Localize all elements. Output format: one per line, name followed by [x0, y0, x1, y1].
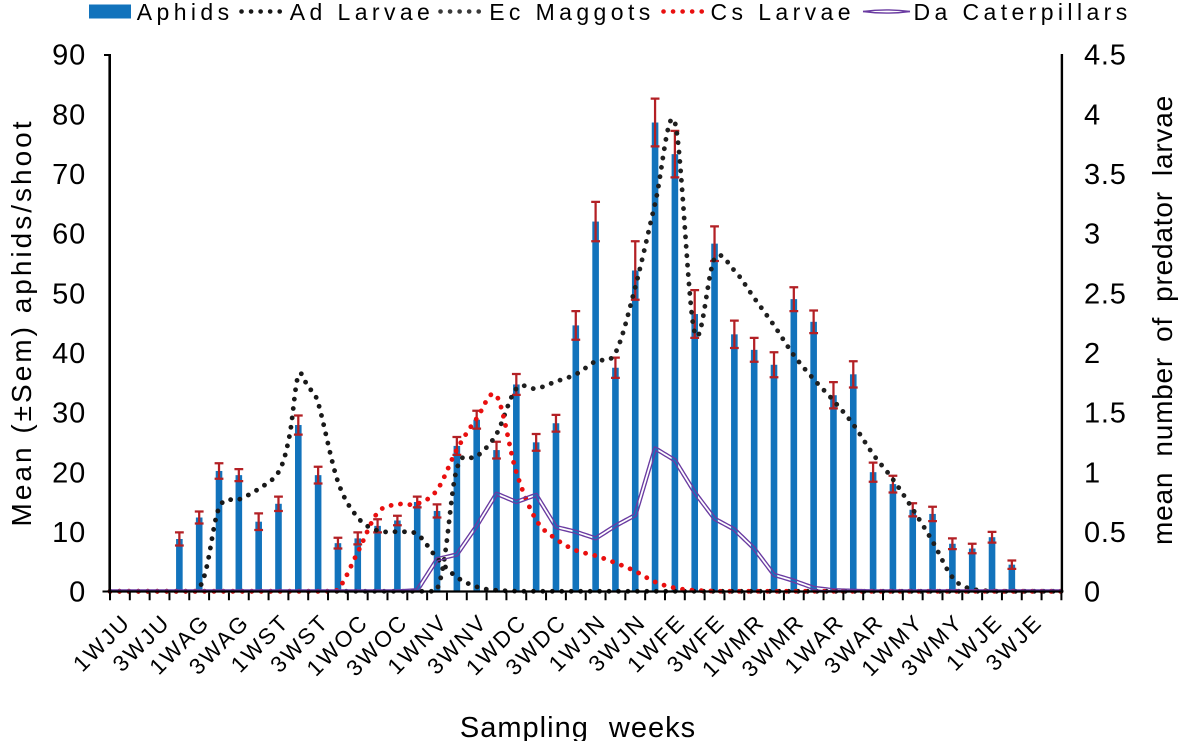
svg-text:30: 30 — [52, 398, 86, 430]
svg-text:3.5: 3.5 — [1084, 159, 1127, 191]
svg-text:4: 4 — [1084, 99, 1101, 131]
svg-text:80: 80 — [52, 99, 86, 131]
svg-text:Ad Larvae: Ad Larvae — [290, 0, 434, 25]
svg-text:0.5: 0.5 — [1084, 517, 1127, 549]
svg-text:10: 10 — [52, 517, 86, 549]
svg-text:Ec Maggots: Ec Maggots — [489, 0, 654, 25]
svg-text:1: 1 — [1084, 457, 1101, 489]
svg-text:Da Caterpillars: Da Caterpillars — [914, 0, 1132, 25]
svg-text:50: 50 — [52, 278, 86, 310]
svg-text:70: 70 — [52, 159, 86, 191]
svg-text:90: 90 — [52, 40, 86, 72]
svg-text:Aphids: Aphids — [137, 0, 234, 25]
svg-text:mean number of predator larvae: mean number of predator larvae — [1147, 95, 1178, 545]
svg-text:20: 20 — [52, 457, 86, 489]
svg-text:2.5: 2.5 — [1084, 278, 1127, 310]
svg-text:0: 0 — [1084, 577, 1101, 609]
svg-text:40: 40 — [52, 338, 86, 370]
svg-text:0: 0 — [69, 577, 86, 609]
svg-text:2: 2 — [1084, 338, 1101, 370]
svg-text:60: 60 — [52, 219, 86, 251]
svg-text:3: 3 — [1084, 219, 1101, 251]
svg-text:Sampling weeks: Sampling weeks — [460, 712, 696, 741]
svg-text:Cs Larvae: Cs Larvae — [711, 0, 855, 25]
svg-text:1.5: 1.5 — [1084, 398, 1127, 430]
svg-text:Mean (±Sem) aphids/shoot: Mean (±Sem) aphids/shoot — [6, 119, 37, 527]
svg-text:4.5: 4.5 — [1084, 40, 1127, 72]
